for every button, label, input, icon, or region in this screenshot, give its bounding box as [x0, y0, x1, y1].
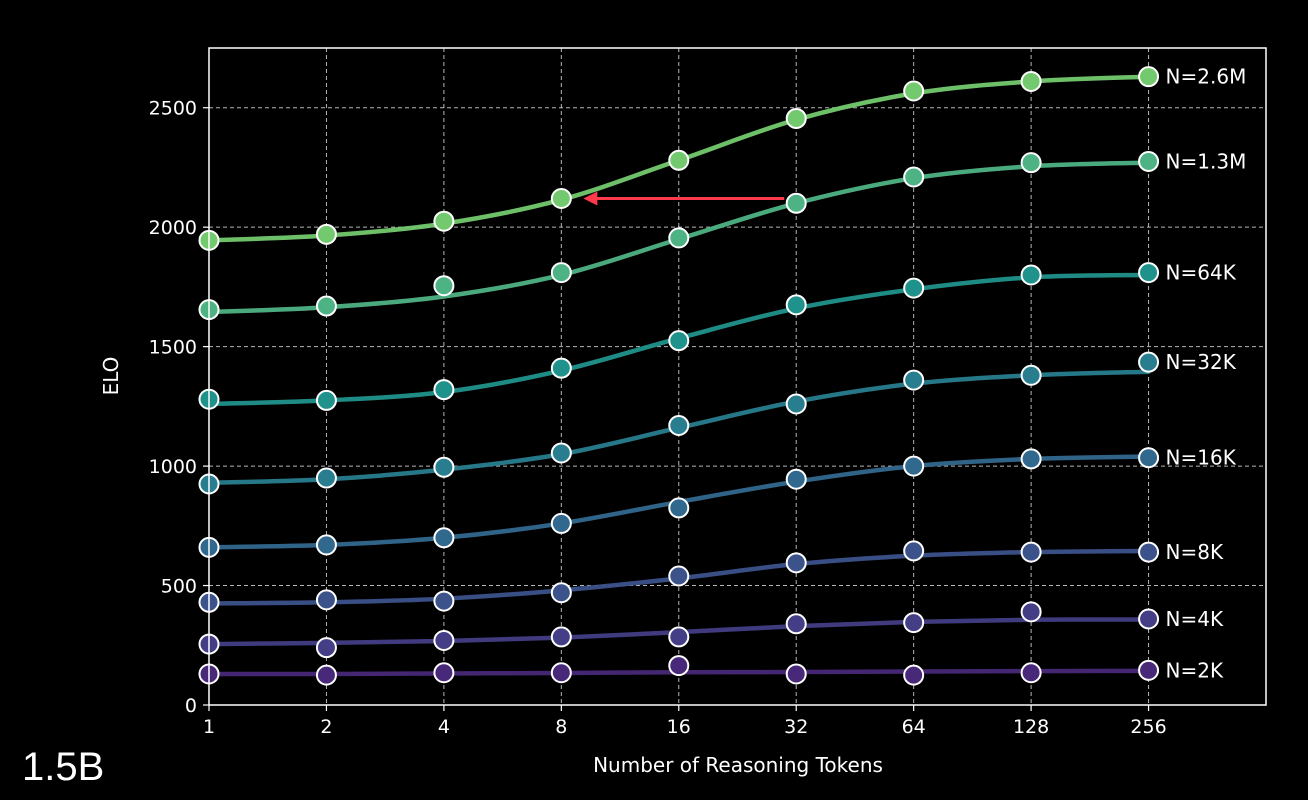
data-point: [1020, 264, 1042, 286]
series-markers: [198, 66, 1160, 686]
annotation-arrow-head: [583, 191, 598, 206]
y-tick-label: 2000: [149, 217, 197, 239]
series-label: N=16K: [1166, 446, 1237, 470]
x-tick-label: 8: [555, 716, 567, 738]
data-point: [903, 455, 925, 477]
data-point: [315, 295, 337, 317]
y-axis-label: ELO: [99, 357, 123, 396]
data-point: [668, 626, 690, 648]
series-label: N=2K: [1166, 658, 1224, 682]
data-point: [315, 389, 337, 411]
x-axis-label: Number of Reasoning Tokens: [593, 753, 883, 777]
data-point: [315, 223, 337, 245]
data-point: [668, 330, 690, 352]
data-point: [785, 663, 807, 685]
plot-frame: [208, 47, 1267, 706]
data-point: [315, 637, 337, 659]
data-point: [785, 393, 807, 415]
series-label: N=1.3M: [1166, 149, 1247, 173]
data-point: [785, 468, 807, 490]
data-point: [903, 612, 925, 634]
y-tick-label: 0: [185, 695, 197, 717]
data-point: [433, 590, 455, 612]
data-point: [550, 357, 572, 379]
series-label: N=2.6M: [1166, 65, 1247, 89]
data-point: [903, 80, 925, 102]
data-point: [1138, 262, 1160, 284]
x-tick-label: 1: [203, 716, 215, 738]
data-point: [1138, 150, 1160, 172]
data-point: [668, 497, 690, 519]
data-point: [433, 210, 455, 232]
series-label: N=32K: [1166, 350, 1237, 374]
data-point: [550, 442, 572, 464]
data-point: [1020, 662, 1042, 684]
x-tick-label: 2: [320, 716, 332, 738]
x-tick-label: 256: [1130, 716, 1166, 738]
data-point: [903, 369, 925, 391]
data-point: [1020, 364, 1042, 386]
data-point: [668, 414, 690, 436]
y-tick-label: 1500: [149, 337, 197, 359]
data-point: [1138, 541, 1160, 563]
x-tick-label: 16: [667, 716, 691, 738]
y-tick-label: 1000: [149, 456, 197, 478]
series-label: N=8K: [1166, 540, 1224, 564]
data-point: [433, 275, 455, 297]
data-point: [315, 589, 337, 611]
data-point: [433, 527, 455, 549]
data-point: [668, 227, 690, 249]
x-tick-label: 128: [1013, 716, 1049, 738]
data-point: [433, 456, 455, 478]
data-point: [550, 262, 572, 284]
data-point: [903, 540, 925, 562]
data-point: [1138, 659, 1160, 681]
data-point: [433, 629, 455, 651]
y-tick-label: 2500: [149, 98, 197, 120]
data-point: [903, 166, 925, 188]
data-point: [550, 188, 572, 210]
data-point: [550, 662, 572, 684]
data-point: [1020, 448, 1042, 470]
data-point: [785, 613, 807, 635]
data-point: [1020, 70, 1042, 92]
data-point: [1020, 152, 1042, 174]
series-label: N=4K: [1166, 607, 1224, 631]
data-point: [785, 294, 807, 316]
x-tick-label: 32: [784, 716, 808, 738]
data-point: [668, 565, 690, 587]
data-point: [903, 277, 925, 299]
data-point: [433, 662, 455, 684]
series-label: N=64K: [1166, 261, 1237, 285]
data-point: [433, 379, 455, 401]
series-labels: N=2K N=4K N=8K N=16K N=32K N=64K N=1.3M N=2.6M: [1166, 65, 1247, 683]
tick-labels: 1 2 4 8 16 32 64 128 256 0 500 1000 1500 2000 2500: [149, 98, 1167, 738]
data-point: [1138, 66, 1160, 88]
panel-label: 1.5B: [22, 745, 104, 789]
annotations: [583, 191, 785, 206]
y-tick-label: 500: [161, 576, 197, 598]
data-point: [315, 467, 337, 489]
data-point: [315, 534, 337, 556]
data-point: [785, 107, 807, 129]
data-point: [550, 582, 572, 604]
x-tick-label: 4: [438, 716, 450, 738]
data-point: [785, 192, 807, 214]
data-point: [1138, 608, 1160, 630]
data-point: [1138, 447, 1160, 469]
x-tick-label: 64: [902, 716, 926, 738]
data-point: [315, 664, 337, 686]
data-point: [785, 552, 807, 574]
data-point: [550, 626, 572, 648]
data-point: [550, 512, 572, 534]
data-point: [1020, 601, 1042, 623]
data-point: [668, 149, 690, 171]
data-point: [1020, 541, 1042, 563]
data-point: [903, 664, 925, 686]
data-point: [1138, 351, 1160, 373]
data-point: [668, 655, 690, 677]
